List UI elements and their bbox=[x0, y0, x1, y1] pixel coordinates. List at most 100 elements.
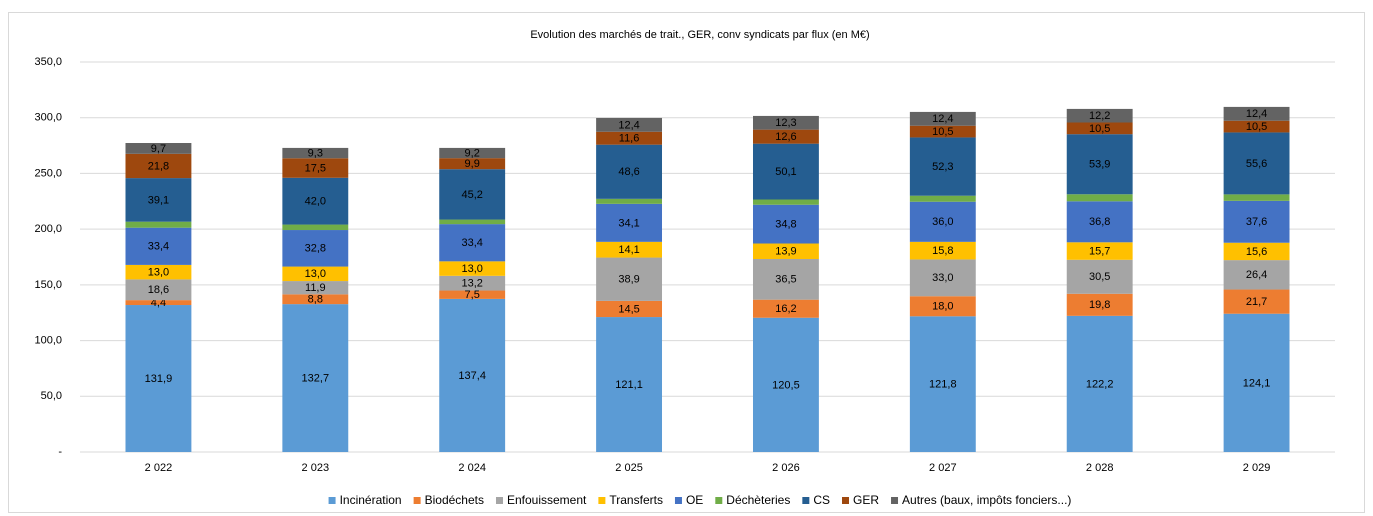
data-label: 12,4 bbox=[932, 113, 953, 125]
bar-segment bbox=[596, 241, 663, 258]
bar-segment bbox=[596, 131, 663, 145]
x-tick-label: 2 028 bbox=[1086, 462, 1114, 474]
y-tick-label: 100,0 bbox=[34, 334, 62, 346]
data-label: 33,4 bbox=[461, 237, 482, 249]
bar-segment bbox=[282, 281, 349, 295]
bar-segment bbox=[909, 316, 976, 452]
data-label: 33,0 bbox=[932, 272, 953, 284]
chart-border bbox=[8, 12, 1365, 513]
data-label: 10,5 bbox=[1089, 123, 1110, 135]
bar-segment bbox=[596, 203, 663, 242]
bar-segment bbox=[125, 221, 192, 228]
data-label: 13,9 bbox=[775, 246, 796, 258]
data-label: 36,5 bbox=[775, 274, 796, 286]
x-tick-label: 2 023 bbox=[302, 462, 330, 474]
data-label: 39,1 bbox=[148, 194, 169, 206]
bar-segment bbox=[125, 178, 192, 222]
legend-swatch bbox=[328, 497, 336, 504]
bar-segment bbox=[439, 224, 506, 262]
bar-segment bbox=[1223, 120, 1290, 133]
x-tick-label: 2 025 bbox=[615, 462, 643, 474]
data-label: 34,8 bbox=[775, 219, 796, 231]
bar-segment bbox=[752, 317, 819, 452]
data-label: 9,3 bbox=[308, 147, 323, 159]
bar-segment bbox=[1066, 293, 1133, 316]
bar-segment bbox=[1066, 201, 1133, 243]
legend-swatch bbox=[802, 497, 810, 504]
bar-segment bbox=[1223, 313, 1290, 452]
y-tick-label: - bbox=[58, 446, 62, 458]
bar-segment bbox=[1066, 134, 1133, 195]
data-label: 30,5 bbox=[1089, 271, 1110, 283]
bar-segment bbox=[909, 259, 976, 297]
data-label: 53,9 bbox=[1089, 159, 1110, 171]
bar-segment bbox=[125, 264, 192, 280]
data-label: 12,3 bbox=[775, 117, 796, 129]
data-label: 15,6 bbox=[1246, 246, 1267, 258]
bar-segment bbox=[909, 195, 976, 202]
data-label: 120,5 bbox=[772, 379, 800, 391]
data-label: 12,4 bbox=[1246, 108, 1267, 120]
legend-label: GER bbox=[853, 493, 879, 507]
bar-segment bbox=[909, 296, 976, 317]
x-tick-label: 2 024 bbox=[458, 462, 486, 474]
data-label: 50,1 bbox=[775, 166, 796, 178]
data-label: 18,0 bbox=[932, 301, 953, 313]
bar-segment bbox=[125, 300, 192, 306]
bar-segment bbox=[1223, 289, 1290, 314]
legend-label: Autres (baux, impôts fonciers...) bbox=[902, 493, 1071, 507]
legend-swatch bbox=[598, 497, 606, 504]
bar-segment bbox=[439, 298, 506, 452]
data-label: 9,7 bbox=[151, 143, 166, 155]
legend-label: Déchèteries bbox=[726, 493, 790, 507]
bar-segment bbox=[752, 299, 819, 318]
data-label: 8,8 bbox=[308, 294, 323, 306]
bar-segment bbox=[752, 199, 819, 205]
y-tick-label: 50,0 bbox=[41, 390, 62, 402]
legend-swatch bbox=[495, 497, 503, 504]
data-label: 15,8 bbox=[932, 245, 953, 257]
data-label: 12,6 bbox=[775, 131, 796, 143]
data-label: 13,0 bbox=[148, 267, 169, 279]
bar-segment bbox=[282, 230, 349, 267]
bar-segment bbox=[1066, 259, 1133, 294]
data-label: 11,9 bbox=[305, 282, 326, 294]
bar-segment bbox=[439, 158, 506, 170]
bar-segment bbox=[125, 305, 192, 452]
legend-label: CS bbox=[813, 493, 830, 507]
y-tick-label: 300,0 bbox=[34, 112, 62, 124]
data-label: 37,6 bbox=[1246, 216, 1267, 228]
data-label: 32,8 bbox=[305, 243, 326, 255]
data-label: 137,4 bbox=[458, 370, 486, 382]
x-tick-label: 2 026 bbox=[772, 462, 800, 474]
bar-segment bbox=[1223, 260, 1290, 290]
bar-segment bbox=[439, 290, 506, 299]
bar-segment bbox=[1223, 132, 1290, 195]
data-label: 12,2 bbox=[1089, 110, 1110, 122]
x-tick-label: 2 029 bbox=[1243, 462, 1271, 474]
data-label: 34,1 bbox=[618, 217, 639, 229]
legend-label: Enfouissement bbox=[507, 493, 587, 507]
bar-segment bbox=[282, 224, 349, 231]
data-label: 55,6 bbox=[1246, 158, 1267, 170]
bar-segment bbox=[1223, 242, 1290, 261]
data-label: 52,3 bbox=[932, 161, 953, 173]
bar-segment bbox=[909, 125, 976, 138]
y-tick-label: 150,0 bbox=[34, 279, 62, 291]
bar-segment bbox=[125, 143, 192, 154]
data-label: 132,7 bbox=[302, 372, 330, 384]
data-label: 19,8 bbox=[1089, 299, 1110, 311]
bar-segment bbox=[282, 294, 349, 305]
data-label: 36,0 bbox=[932, 216, 953, 228]
data-label: 21,7 bbox=[1246, 296, 1267, 308]
data-label: 131,9 bbox=[145, 373, 173, 385]
bar-segment bbox=[125, 279, 192, 301]
legend-swatch bbox=[842, 497, 850, 504]
bar-segment bbox=[282, 177, 349, 225]
legend-label: Biodéchets bbox=[425, 493, 484, 507]
data-label: 9,9 bbox=[465, 158, 480, 170]
bar-segment bbox=[596, 117, 663, 132]
bar-segment bbox=[909, 241, 976, 260]
data-label: 48,6 bbox=[618, 166, 639, 178]
